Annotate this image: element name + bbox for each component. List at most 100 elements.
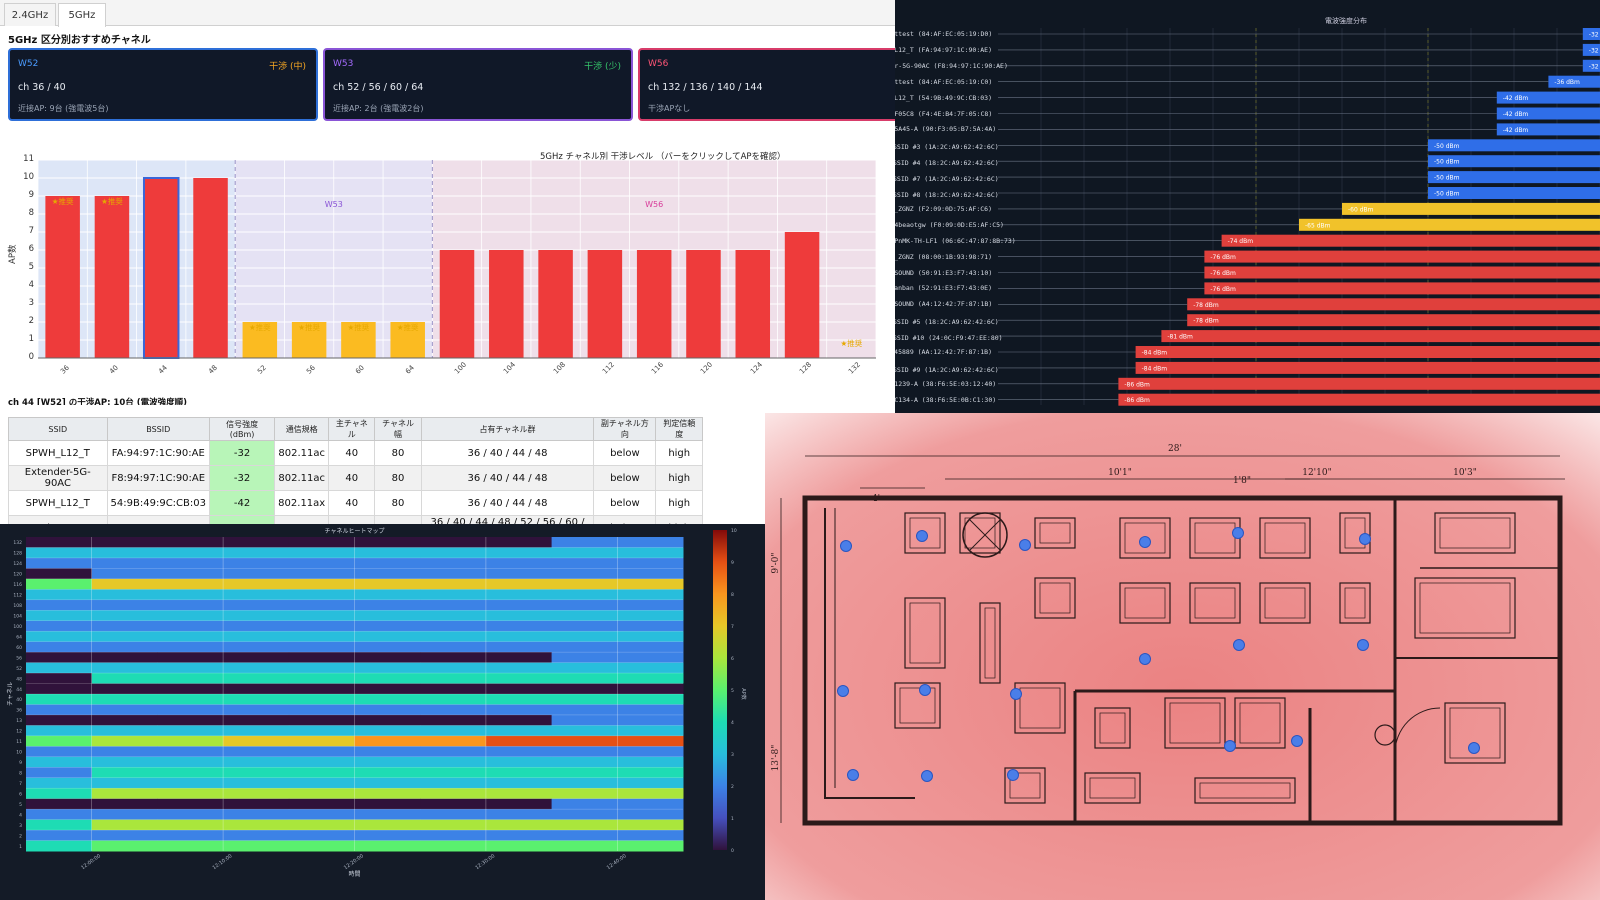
- colorbar-tick: 2: [731, 784, 734, 790]
- signal-bar: [1342, 202, 1600, 215]
- ap-label: Extender-5G-90AC (F8:94:97:1C:90:AE): [895, 61, 1008, 70]
- bar-ch-116[interactable]: [636, 250, 672, 358]
- bar-ch-128[interactable]: [784, 232, 820, 358]
- y-tick: 132: [13, 540, 22, 546]
- heat-cell: [354, 798, 421, 810]
- bar-ch-124[interactable]: [735, 250, 771, 358]
- heat-cell: [288, 631, 355, 643]
- table-cell: below: [593, 440, 657, 466]
- bar-ch-60[interactable]: [341, 322, 376, 358]
- heat-cell: [288, 694, 355, 705]
- card-w52[interactable]: W52 干渉 (中) ch 36 / 40 近接AP: 9台 (強電波5台): [8, 48, 318, 121]
- heat-cell: [485, 809, 553, 821]
- ap-label: HUMAX-31239-A (38:F6:5E:03:12:40): [895, 379, 997, 388]
- heat-cell: [91, 547, 158, 559]
- y-tick: 12: [16, 729, 22, 735]
- ap-label: ステルスSSID #5 (18:2C:A9:62:42:6C): [895, 318, 999, 327]
- heat-cell: [223, 798, 290, 810]
- heat-cell: [551, 694, 618, 705]
- heat-cell: [157, 683, 224, 695]
- column-header[interactable]: 主チャネル: [328, 417, 376, 441]
- bar-ch-44[interactable]: [142, 177, 180, 359]
- door-swing: [1394, 707, 1441, 754]
- heat-cell: [288, 714, 355, 726]
- bar-ch-52[interactable]: [242, 322, 278, 358]
- bar-ch-120[interactable]: [686, 250, 721, 358]
- bar-ch-108[interactable]: [538, 250, 573, 358]
- heat-cell: [420, 788, 487, 800]
- heat-cell: [551, 599, 618, 611]
- bar-ch-40[interactable]: [94, 196, 130, 358]
- card-w53[interactable]: W53 干渉 (少) ch 52 / 56 / 60 / 64 近接AP: 2台…: [323, 48, 633, 121]
- x-tick: 12:10:00: [212, 853, 234, 871]
- y-tick: 10: [23, 172, 34, 182]
- bar-ch-100[interactable]: [439, 250, 475, 358]
- colorbar-tick: 4: [731, 720, 734, 726]
- card-w56[interactable]: W56 ch 132 / 136 / 140 / 144 干渉APなし: [638, 48, 895, 121]
- y-tick: 60: [16, 645, 22, 651]
- column-header[interactable]: 信号強度 (dBm): [208, 417, 276, 441]
- tab-5ghz[interactable]: 5GHz: [58, 3, 106, 27]
- heat-cell: [288, 788, 355, 800]
- furniture: [904, 597, 946, 669]
- heat-cell: [288, 589, 355, 601]
- column-header[interactable]: 副チャネル方向: [593, 417, 657, 441]
- heat-cell: [354, 578, 421, 590]
- heat-cell: [617, 694, 684, 705]
- heat-cell: [26, 725, 93, 737]
- heat-cell: [157, 589, 224, 601]
- heat-cell: [485, 767, 553, 779]
- dimension-label: 9'-0": [771, 552, 781, 573]
- heat-cell: [26, 777, 93, 789]
- y-tick: 0: [28, 352, 34, 362]
- bar-ch-56[interactable]: [291, 322, 327, 358]
- y-tick: 5: [19, 802, 22, 808]
- furniture: [1189, 582, 1241, 624]
- column-header[interactable]: 通信規格: [274, 417, 330, 441]
- signal-bar: [1496, 91, 1600, 104]
- heat-cell: [26, 599, 93, 611]
- table-cell: -32: [208, 465, 276, 491]
- column-header[interactable]: 占有チャネル群: [420, 417, 595, 441]
- ap-marker: [1007, 769, 1019, 781]
- y-tick: 36: [16, 708, 22, 714]
- table-row[interactable]: SPWH_L12_T 54:9B:49:9C:CB:03 -42 802.11ax 40…: [8, 490, 703, 516]
- signal-value: -84 dBm: [1142, 350, 1168, 357]
- heat-cell: [26, 798, 93, 810]
- signal-value: -50 dBm: [1434, 175, 1460, 182]
- bar-ch-48[interactable]: [193, 178, 228, 358]
- column-header[interactable]: BSSID: [106, 417, 210, 441]
- heat-cell: [485, 819, 553, 831]
- table-row[interactable]: Extender-5G-90AC F8:94:97:1C:90:AE -32 802.…: [8, 465, 703, 491]
- table-row[interactable]: SPWH_L12_T FA:94:97:1C:90:AE -32 802.11ac 40…: [8, 440, 703, 466]
- column-header[interactable]: チャネル幅: [374, 417, 422, 441]
- heat-cell: [26, 652, 93, 664]
- card-channels: ch 132 / 136 / 140 / 144: [648, 82, 763, 93]
- y-tick: 1: [28, 334, 34, 344]
- furniture: [979, 602, 1001, 684]
- y-tick: 9: [28, 190, 34, 200]
- tab-2-4ghz[interactable]: 2.4GHz: [4, 3, 56, 26]
- table-cell: 802.11ac: [274, 440, 330, 466]
- bar-ch-104[interactable]: [489, 250, 524, 358]
- table-cell: 40: [328, 440, 376, 466]
- column-header[interactable]: SSID: [8, 417, 108, 441]
- signal-bar: [1135, 346, 1600, 358]
- signal-strength-panel: 電波強度分布 -32 dBm -32 dBm -32 dBm -36 dBm -42 d…: [895, 0, 1600, 413]
- column-header[interactable]: 判定信頼度: [655, 417, 703, 441]
- signal-bar: [1428, 187, 1600, 199]
- heat-cell: [26, 756, 93, 768]
- heat-cell: [617, 547, 684, 559]
- ap-label: JCOM_ZGNZ (08:00:1B:93:98:71): [895, 252, 992, 261]
- bar-ch-112[interactable]: [587, 250, 623, 358]
- heat-cell: [288, 840, 355, 852]
- ap-label: 0002JOYSOUND (A4:12:42:7F:87:1B): [895, 300, 993, 309]
- table-cell: 36 / 40 / 44 / 48: [420, 490, 595, 516]
- floorplan-heatmap-panel: 28' 4' 10'1" 12'10" 1'8" 10'3" 9'-0" 13'-8": [765, 413, 1600, 900]
- table-cell: 80: [374, 440, 422, 466]
- bar-ch-36[interactable]: [45, 196, 80, 358]
- heat-cell: [223, 777, 290, 789]
- bar-ch-64[interactable]: [390, 322, 425, 358]
- heat-cell: [91, 537, 158, 548]
- heat-cell: [91, 714, 158, 726]
